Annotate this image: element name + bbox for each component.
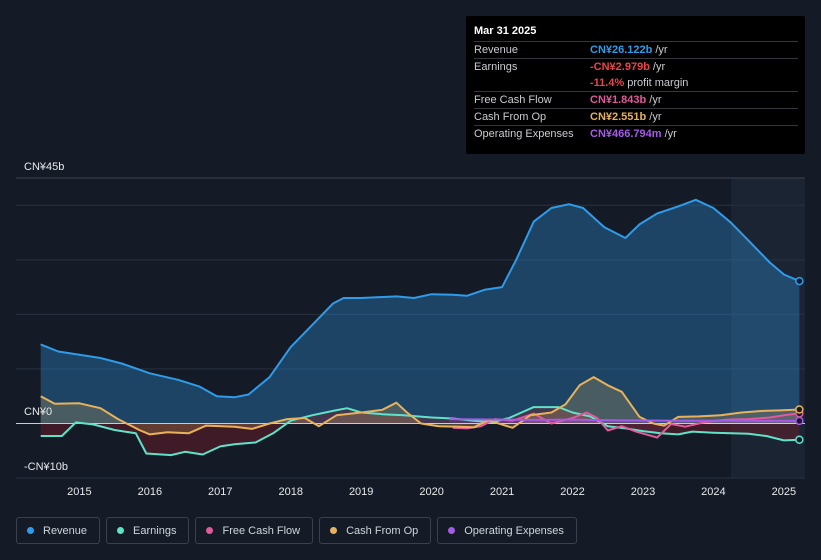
tooltip-label: Revenue [474,44,519,56]
tooltip-unit: /yr [655,44,668,56]
x-tick-label: 2025 [772,486,796,498]
series-line-operating-expenses [449,418,800,422]
tooltip-unit: /yr [649,94,662,106]
series-end-point-operating-expenses [795,416,804,426]
data-tooltip: Mar 31 2025 Revenue CN¥26.122b /yr Earni… [466,16,805,154]
x-tick-label: 2019 [349,486,373,498]
tooltip-value: -CN¥2.979b [590,61,650,73]
legend-label: Cash From Op [346,524,419,537]
tooltip-row-cash-from-op: Cash From Op CN¥2.551b /yr [474,108,798,125]
tooltip-label: Operating Expenses [474,128,574,140]
y-axis-label-top: CN¥45b [24,161,64,173]
forecast-shade [731,178,805,478]
tooltip-row-revenue: Revenue CN¥26.122b /yr [474,41,798,58]
legend-dot-icon [206,527,214,534]
tooltip-row-earnings: Earnings -CN¥2.979b /yr [474,58,798,75]
series-line-revenue [40,198,800,399]
tooltip-label: Cash From Op [474,111,547,123]
x-tick-label: 2021 [490,486,514,498]
y-axis-label-zero: CN¥0 [24,406,52,418]
grid-layer [16,177,805,479]
legend-item-free-cash-flow[interactable]: Free Cash Flow [195,517,314,544]
legend-dot-icon [117,527,125,534]
tooltip-row-operating-expenses: Operating Expenses CN¥466.794m /yr [474,125,798,142]
x-tick-label: 2020 [419,486,443,498]
x-tick-label: 2017 [208,486,232,498]
series-end-point-earnings [795,435,804,444]
series-line-cash-from-op [40,376,800,436]
tooltip-value: CN¥466.794m [590,128,662,140]
series-area-free-cash-flow [452,412,800,438]
tooltip-value: CN¥26.122b [590,44,653,56]
legend-label: Operating Expenses [464,524,564,537]
tooltip-row-profit-margin: -11.4% profit margin [474,75,798,91]
legend-label: Revenue [43,524,88,537]
x-tick-label: 2016 [138,486,162,498]
series-end-point-revenue [795,276,804,286]
legend-label: Earnings [133,524,177,537]
label-layer: CN¥45b CN¥0 -CN¥10b 2015 2016 2017 2018 2019… [24,161,796,498]
series-end-point-cash-from-op [795,405,804,414]
series-layer [16,198,805,457]
x-tick-label: 2023 [631,486,655,498]
series-line-earnings [40,406,800,457]
y-axis-label-bottom: -CN¥10b [24,461,68,473]
tooltip-unit: /yr [649,111,662,123]
tooltip-label: Free Cash Flow [474,94,552,106]
legend-label: Free Cash Flow [222,524,301,537]
tooltip-date: Mar 31 2025 [474,25,537,37]
tooltip-value: -11.4% [590,77,625,89]
series-area-earnings [40,407,800,456]
tooltip-label: Earnings [474,61,518,73]
legend-item-cash-from-op[interactable]: Cash From Op [319,517,432,544]
tooltip-unit: /yr [652,61,666,73]
x-tick-label: 2018 [278,486,302,498]
legend-dot-icon [330,527,338,534]
x-tick-label: 2024 [701,486,725,498]
tooltip-label [474,75,590,91]
tooltip-unit: /yr [664,128,677,140]
legend-dot-icon [448,527,456,534]
series-area-revenue [40,199,800,424]
legend-item-earnings[interactable]: Earnings [106,517,190,544]
legend-item-revenue[interactable]: Revenue [16,517,101,544]
tooltip-value: CN¥2.551b [590,111,647,123]
tooltip-value: CN¥1.843b [590,94,647,106]
tooltip-row-free-cash-flow: Free Cash Flow CN¥1.843b /yr [474,91,798,108]
x-tick-label: 2015 [67,486,91,498]
chart-legend: Revenue Earnings Free Cash Flow Cash Fro… [16,517,577,544]
x-tick-label: 2022 [560,486,584,498]
legend-dot-icon [27,527,34,534]
legend-item-operating-expenses[interactable]: Operating Expenses [437,517,577,544]
tooltip-unit: profit margin [627,77,689,89]
